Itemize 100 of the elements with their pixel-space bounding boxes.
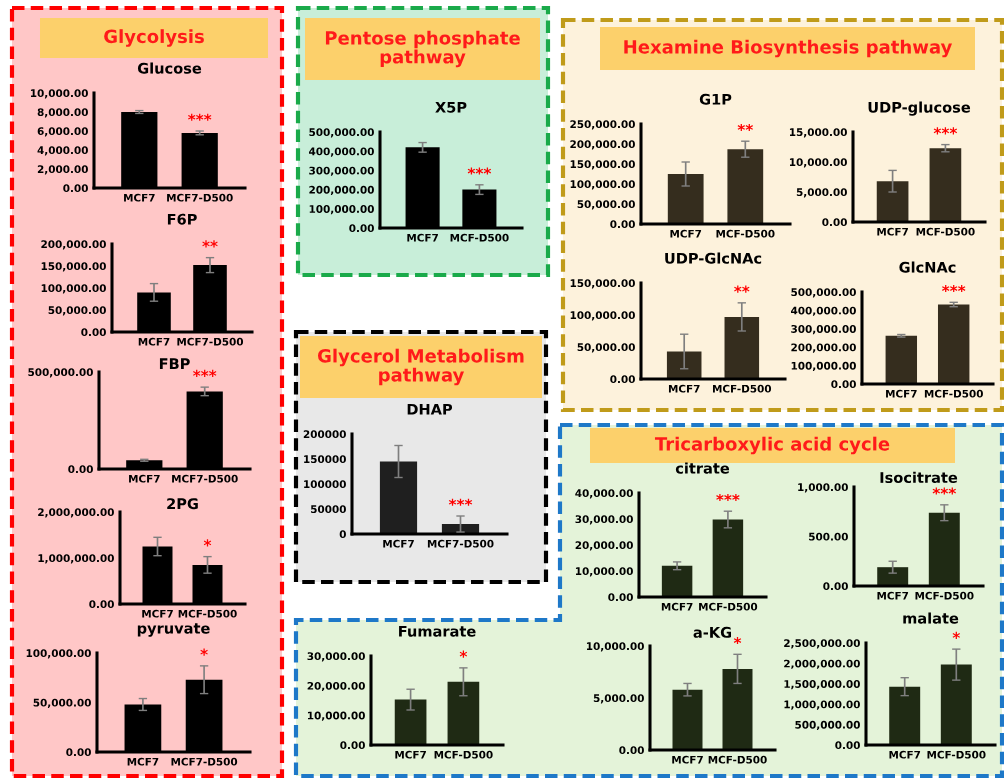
text: Glycolysis: [104, 29, 204, 47]
chart-title: a-KG: [693, 626, 732, 638]
y-tick-label: 1,000,000.00: [784, 700, 860, 710]
y-tick-label: 300,000.00: [309, 166, 374, 176]
chart-title: DHAP: [407, 403, 453, 415]
y-tick-label: 0.00: [81, 328, 106, 337]
x-tick-label: MCF7-D500: [172, 474, 238, 483]
x-tick-label: MCF7: [886, 389, 917, 398]
y-tick-label: 0.00: [835, 741, 860, 750]
y-tick-label: 200,000.00: [309, 185, 374, 196]
y-tick-label: 150,000.00: [570, 279, 635, 289]
chart-title: citrate: [675, 462, 730, 474]
y-tick-label: 400,000.00: [309, 147, 374, 157]
y-tick-label: 6,000.00: [37, 127, 88, 137]
y-tick-label: 200,000.00: [791, 343, 856, 353]
x-tick-label: MCF-D500: [178, 609, 237, 618]
y-tick-label: 2,000,000.00: [784, 659, 860, 669]
x-tick-label: MCF7-D500: [177, 337, 244, 346]
text: Tricarboxylic acid cycle: [654, 436, 890, 455]
chart-title: Glucose: [137, 62, 202, 74]
x-tick-label: MCF7: [138, 337, 170, 346]
y-tick-label: 100,000.00: [41, 284, 106, 294]
chart-title: Isocitrate: [880, 471, 958, 484]
y-tick-label: 500,000.00: [795, 720, 860, 731]
x-tick-label: MCF-D500: [716, 229, 775, 238]
y-tick-label: 0: [339, 530, 346, 539]
chart-title: Fumarate: [399, 625, 476, 637]
x-tick-label: MCF-D500: [434, 750, 493, 759]
y-tick-label: 15,000.00: [789, 128, 847, 138]
y-tick-label: 10,000.00: [586, 642, 644, 652]
y-tick-label: 150,000.00: [41, 262, 106, 272]
y-tick-label: 30,000.00: [307, 652, 365, 662]
x-tick-label: MCF-D500: [699, 602, 758, 611]
x-tick-label: MCF7-D500: [167, 193, 233, 202]
y-tick-label: 4,000.00: [37, 146, 88, 156]
annotation: ***: [193, 369, 217, 377]
y-tick-label: 40,000.00: [575, 489, 633, 499]
text: Glycerol Metabolism pathway: [317, 348, 524, 386]
chart-title: F6P: [167, 213, 197, 225]
x-tick-label: MCF7: [672, 755, 703, 764]
y-tick-label: 0.00: [68, 465, 93, 474]
y-tick-label: 10,000.00: [789, 158, 847, 168]
y-tick-label: 250,000.00: [570, 120, 635, 130]
annotation: **: [737, 123, 753, 131]
y-tick-label: 500.00: [809, 532, 848, 541]
x-tick-label: MCF7: [383, 539, 414, 548]
x-tick-label: MCF7: [889, 750, 921, 759]
y-tick-label: 100,000.00: [570, 311, 635, 321]
x-tick-label: MCF7: [124, 193, 155, 202]
x-tick-label: MCF7: [127, 757, 159, 766]
y-tick-label: 150,000.00: [570, 160, 635, 170]
x-tick-label: MCF-D500: [924, 389, 983, 398]
x-tick-label: MCF-D500: [713, 384, 772, 393]
y-tick-label: 30,000.00: [575, 515, 633, 525]
text: Hexamine Biosynthesis pathway: [624, 39, 953, 58]
y-tick-label: 200,000.00: [41, 240, 106, 250]
y-tick-label: 20,000.00: [575, 541, 633, 551]
chart-title: X5P: [435, 101, 467, 113]
x-tick-label: MCF-D500: [915, 591, 974, 600]
annotation: *: [203, 539, 212, 547]
x-tick-label: MCF7-D500: [171, 757, 238, 766]
annotation: ***: [448, 498, 473, 506]
x-tick-label: MCF-D500: [450, 233, 509, 242]
y-tick-label: 0.00: [610, 220, 635, 229]
y-tick-label: 100000: [304, 480, 346, 489]
y-tick-label: 50,000.00: [577, 200, 635, 210]
annotation: *: [459, 650, 468, 658]
annotation: **: [202, 240, 218, 248]
y-tick-label: 8,000.00: [37, 108, 88, 118]
y-tick-label: 500,000.00: [28, 368, 93, 378]
y-tick-label: 0.00: [89, 600, 114, 609]
y-tick-label: 50,000.00: [33, 698, 91, 708]
annotation: ***: [188, 113, 212, 121]
y-tick-label: 0.00: [349, 224, 374, 233]
y-tick-label: 2,000,000.00: [38, 508, 114, 518]
annotation: ***: [942, 285, 966, 293]
x-tick-label: MCF7: [407, 233, 438, 242]
y-tick-label: 10,000.00: [575, 567, 633, 577]
y-tick-label: 2,000.00: [37, 165, 88, 175]
y-tick-label: 0.00: [823, 582, 848, 591]
annotation: ***: [716, 493, 740, 501]
y-tick-label: 100,000.00: [309, 205, 374, 215]
chart-title: G1P: [699, 93, 732, 105]
y-tick-label: 1,000,000.00: [38, 554, 114, 564]
chart-title: UDP-GlcNAc: [665, 252, 762, 264]
x-tick-label: MCF7: [670, 229, 702, 238]
x-tick-label: MCF-D500: [916, 227, 975, 236]
chart-title: GlcNAc: [899, 261, 956, 273]
y-tick-label: 50,000.00: [48, 306, 106, 316]
annotation: ***: [467, 167, 492, 175]
y-tick-label: 0.00: [63, 184, 88, 193]
y-tick-label: 200,000.00: [570, 140, 635, 150]
x-tick-label: MCF7: [661, 602, 693, 611]
y-tick-label: 10,000.00: [307, 711, 365, 721]
y-tick-label: 5,000.00: [796, 188, 847, 198]
annotation: ***: [932, 487, 956, 495]
y-tick-label: 100,000.00: [791, 361, 856, 372]
chart-title: pyruvate: [137, 623, 210, 637]
y-tick-label: 500,000.00: [309, 128, 374, 138]
x-tick-label: MCF-D500: [927, 750, 986, 759]
